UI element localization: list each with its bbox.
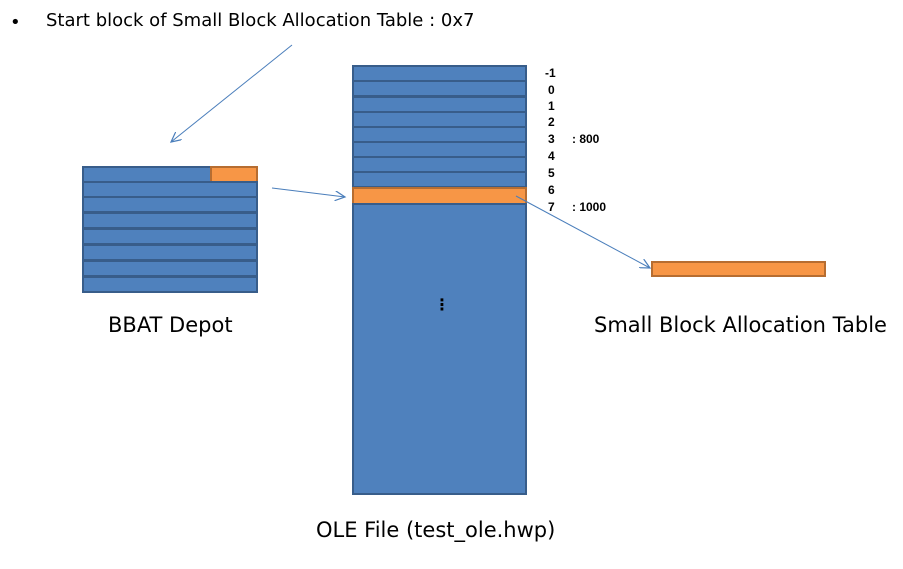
heading-text: Start block of Small Block Allocation Ta… <box>46 10 475 31</box>
block-index: 5 <box>548 166 555 180</box>
block-index: 4 <box>548 149 555 163</box>
block-index: 2 <box>548 115 555 129</box>
block-index: 6 <box>548 183 555 197</box>
block-index: 0 <box>548 83 555 97</box>
bbat-depot <box>82 166 258 293</box>
sbat-label: Small Block Allocation Table <box>594 313 887 337</box>
ole-remaining-blocks <box>352 203 527 495</box>
block-index: 1 <box>548 99 555 113</box>
ole-file-label: OLE File (test_ole.hwp) <box>316 518 556 542</box>
bullet-point: • <box>10 12 21 33</box>
bbat-row <box>82 276 258 293</box>
block-note: : 1000 <box>572 200 607 214</box>
arrow-heading-to-bbat <box>171 44 293 142</box>
sbat-block <box>651 261 826 277</box>
arrow-ole-to-sbat <box>515 195 650 268</box>
arrow-bbat-to-ole <box>271 187 345 197</box>
ole-file-blocks <box>352 65 527 495</box>
block-index: 7 <box>548 200 555 214</box>
block-note: : 800 <box>572 132 600 146</box>
block-index: 3 <box>548 132 555 146</box>
bbat-depot-label: BBAT Depot <box>108 313 233 337</box>
block-index: -1 <box>545 66 556 80</box>
